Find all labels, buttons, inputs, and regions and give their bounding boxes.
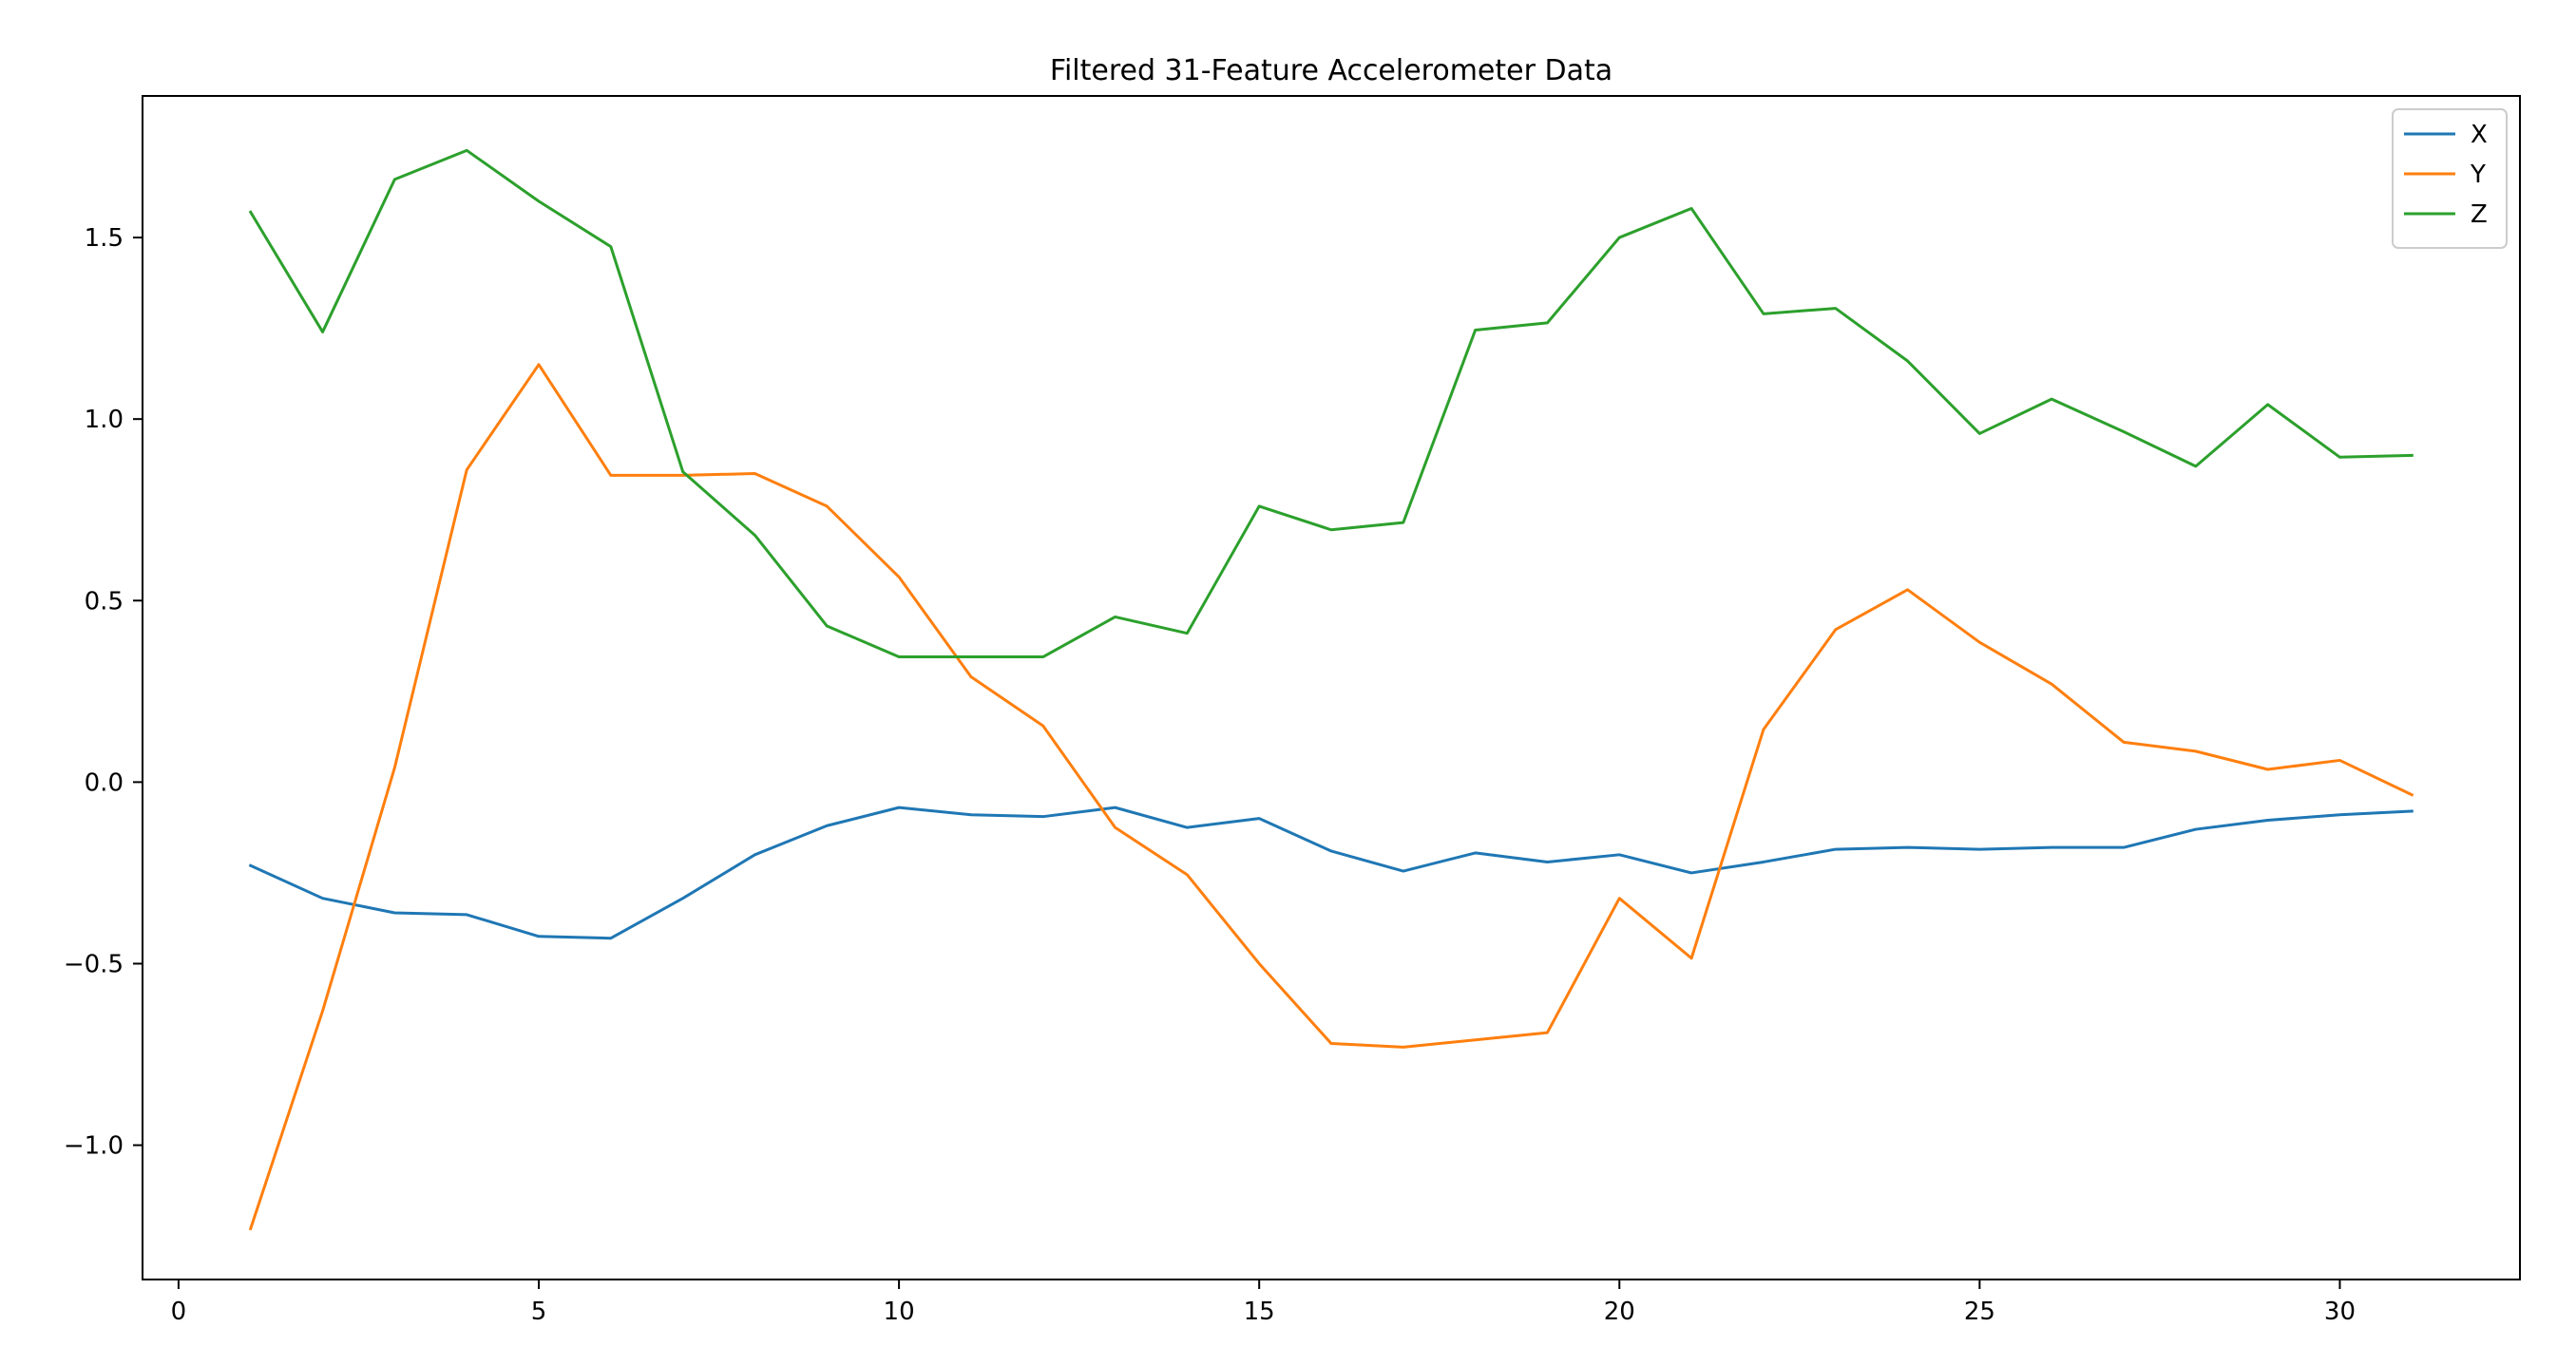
x-tick-label: 20 [1604, 1298, 1635, 1326]
series-line-z [248, 148, 2414, 659]
x-tick-label: 0 [171, 1298, 187, 1326]
y-tick-label: 1.0 [85, 406, 124, 434]
legend-label-z: Z [2471, 200, 2488, 229]
y-axis: −1.0 −0.5 0.0 0.5 1.0 1.5 [64, 224, 143, 1161]
x-tick-label: 30 [2324, 1298, 2356, 1326]
y-tick-label: −0.5 [64, 950, 124, 978]
x-tick-label: 5 [531, 1298, 547, 1326]
series-line-y [248, 363, 2414, 1231]
legend-label-x: X [2471, 121, 2488, 149]
plot-frame [142, 95, 2521, 1280]
legend-label-y: Y [2470, 161, 2486, 189]
y-tick-label: −1.0 [64, 1132, 124, 1161]
series-line-x [248, 806, 2414, 940]
y-tick-label: 0.0 [85, 768, 124, 797]
chart-title: Filtered 31-Feature Accelerometer Data [1050, 54, 1612, 87]
x-tick-label: 15 [1244, 1298, 1275, 1326]
y-tick-label: 0.5 [85, 587, 124, 616]
y-tick-label: 1.5 [85, 224, 124, 253]
x-tick-label: 25 [1964, 1298, 1995, 1326]
series-layer [248, 148, 2414, 1231]
x-tick-label: 10 [884, 1298, 915, 1326]
legend: XYZ [2392, 108, 2508, 249]
legend-box [2392, 108, 2508, 249]
x-axis: 0 5 10 15 20 25 30 [171, 1280, 2356, 1326]
